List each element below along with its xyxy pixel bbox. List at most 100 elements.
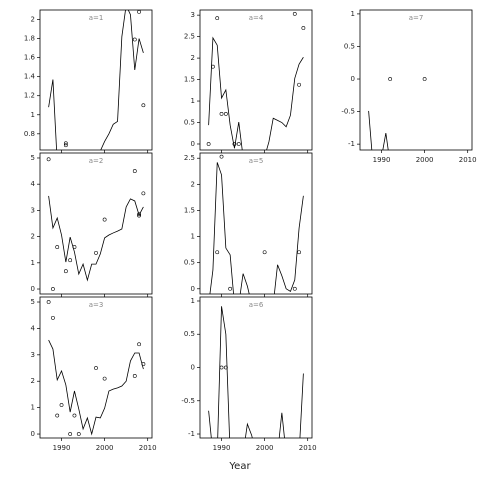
point	[301, 26, 306, 30]
panel-frame	[359, 9, 473, 151]
panel-label: a=6	[249, 301, 264, 309]
line	[208, 36, 304, 150]
point	[132, 37, 137, 42]
panel-frame	[39, 9, 153, 151]
x-tick-label: 2000	[416, 156, 434, 164]
point	[102, 376, 107, 381]
point	[137, 213, 141, 218]
point	[297, 250, 301, 255]
point	[219, 154, 224, 159]
y-tick-label: 1.2	[24, 92, 35, 100]
y-tick-label: 2	[31, 16, 35, 24]
panel-frame	[39, 296, 153, 439]
y-tick-label: 0	[31, 285, 35, 293]
point	[297, 82, 301, 87]
point	[132, 169, 137, 173]
y-tick-label: -0.5	[181, 397, 195, 405]
x-tick-label: 2000	[256, 444, 274, 452]
y-tick-label: 1.5	[184, 76, 195, 84]
y-tick-label: 0	[191, 364, 195, 372]
plot-area	[208, 306, 304, 438]
point	[388, 77, 393, 81]
y-tick-label: 5	[31, 154, 35, 162]
y-tick-label: 1	[31, 111, 35, 119]
point	[137, 342, 141, 347]
point	[211, 64, 215, 69]
y-tick-label: 0.8	[24, 130, 35, 138]
point	[262, 250, 267, 255]
point	[55, 245, 60, 249]
x-tick-label: 1990	[53, 444, 71, 452]
point	[51, 315, 55, 320]
y-tick-label: 2	[31, 377, 35, 385]
plot-area	[46, 157, 146, 291]
y-tick-label: 1.4	[24, 73, 36, 81]
y-tick-label: 1	[191, 97, 195, 105]
y-tick-label: 1	[191, 297, 195, 305]
y-tick-label: 1	[191, 233, 195, 241]
panel-label: a=5	[249, 157, 264, 165]
panel-frame	[199, 152, 313, 295]
point	[141, 103, 146, 108]
y-tick-label: 1	[31, 259, 35, 267]
x-tick-label: 1990	[373, 156, 391, 164]
y-tick-label: 1.6	[24, 54, 36, 62]
x-tick-label: 2010	[459, 156, 477, 164]
panel-frame	[39, 152, 153, 295]
y-tick-label: 1	[31, 404, 35, 412]
point	[141, 191, 146, 196]
point	[94, 250, 98, 255]
point	[215, 250, 220, 255]
line	[209, 162, 304, 294]
y-tick-label: 5	[31, 298, 35, 306]
plot-area	[209, 154, 304, 294]
panel-frame	[199, 296, 313, 439]
y-tick-label: 1.8	[24, 35, 35, 43]
y-tick-label: 2.5	[184, 154, 195, 162]
panel-frame	[199, 9, 313, 151]
line	[48, 10, 144, 150]
point	[236, 142, 241, 146]
point	[206, 142, 211, 146]
point	[137, 10, 141, 14]
y-tick-label: 2	[31, 233, 35, 241]
point	[63, 269, 68, 274]
point	[132, 374, 137, 378]
y-tick-label: 2	[191, 180, 195, 188]
panel-label: a=2	[89, 157, 104, 165]
y-tick-label: -0.5	[341, 108, 355, 116]
y-tick-label: 0	[31, 430, 35, 438]
point	[94, 366, 98, 370]
plot-area	[368, 77, 427, 150]
y-tick-label: 0.5	[184, 330, 195, 338]
panel-label: a=1	[89, 14, 104, 22]
point	[59, 403, 64, 407]
y-tick-label: 0	[191, 285, 195, 293]
y-tick-label: 0.5	[184, 259, 195, 267]
x-tick-label: 2010	[139, 444, 157, 452]
y-tick-label: 3	[31, 351, 35, 359]
point	[72, 413, 77, 418]
line	[48, 339, 144, 436]
point	[232, 142, 237, 146]
y-tick-label: 1.5	[184, 206, 195, 214]
panel-label: a=4	[249, 14, 264, 22]
point	[223, 112, 228, 116]
y-tick-label: 0.5	[184, 119, 195, 127]
y-tick-label: 0.5	[344, 42, 355, 50]
point	[51, 287, 55, 291]
line	[368, 110, 389, 150]
point	[215, 16, 220, 21]
point	[141, 362, 146, 366]
x-axis-label: Year	[228, 461, 251, 472]
point	[102, 217, 107, 222]
panel-label: a=7	[409, 14, 424, 22]
x-tick-label: 2000	[96, 444, 114, 452]
point	[63, 141, 68, 146]
line	[208, 306, 304, 438]
y-tick-label: 2	[191, 54, 195, 62]
point	[72, 245, 77, 249]
point	[76, 432, 81, 436]
y-tick-label: -1	[348, 140, 355, 148]
